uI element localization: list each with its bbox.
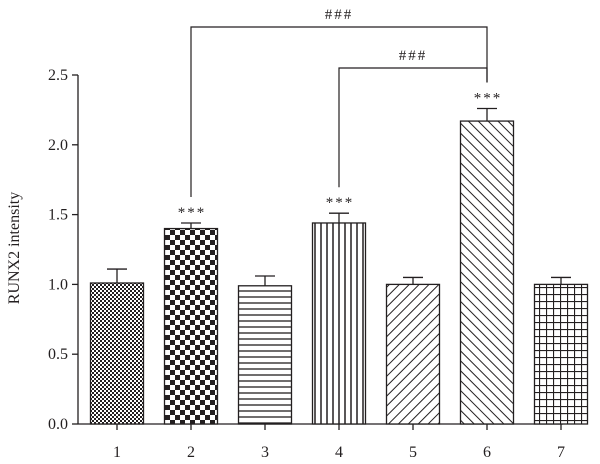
significance-label-6: *** [474,91,503,107]
comparison-label-4-6: ### [399,48,428,64]
bar-5 [385,283,441,425]
y-tick-label: 1.0 [48,276,68,293]
x-tick-label: 6 [483,444,491,461]
significance-label-2: *** [178,205,207,221]
bar-4 [311,222,367,425]
y-tick-label: 2.0 [48,137,68,154]
y-tick-label: 2.5 [48,67,68,84]
error-bars [107,107,571,286]
y-axis: 0.0 0.5 1.0 1.5 2.0 2.5 [48,67,79,433]
significance-markers: *** *** *** [178,91,503,221]
bar-1 [89,282,145,425]
bar-3 [237,285,293,425]
comparison-bracket-2-6 [190,26,488,197]
x-tick-label: 1 [113,444,121,461]
comparison-bracket-4-6 [338,67,488,188]
bar-6 [459,120,515,425]
comparison-label-2-6: ### [325,7,354,23]
x-tick-label: 4 [335,444,343,461]
bar-2 [163,227,219,425]
comparison-brackets: ### ### [190,7,488,197]
y-tick-label: 1.5 [48,207,68,224]
bar-7 [533,283,589,425]
significance-label-4: *** [326,195,355,211]
x-tick-label: 3 [261,444,269,461]
y-tick-label: 0.5 [48,346,68,363]
y-axis-title: RUNX2 intensity [6,192,23,304]
x-tick-label: 7 [557,444,565,461]
x-axis: 1 2 3 4 5 6 7 [78,423,565,461]
y-tick-label: 0.0 [48,416,68,433]
x-tick-label: 5 [409,444,417,461]
bars [89,120,589,425]
x-tick-label: 2 [187,444,195,461]
